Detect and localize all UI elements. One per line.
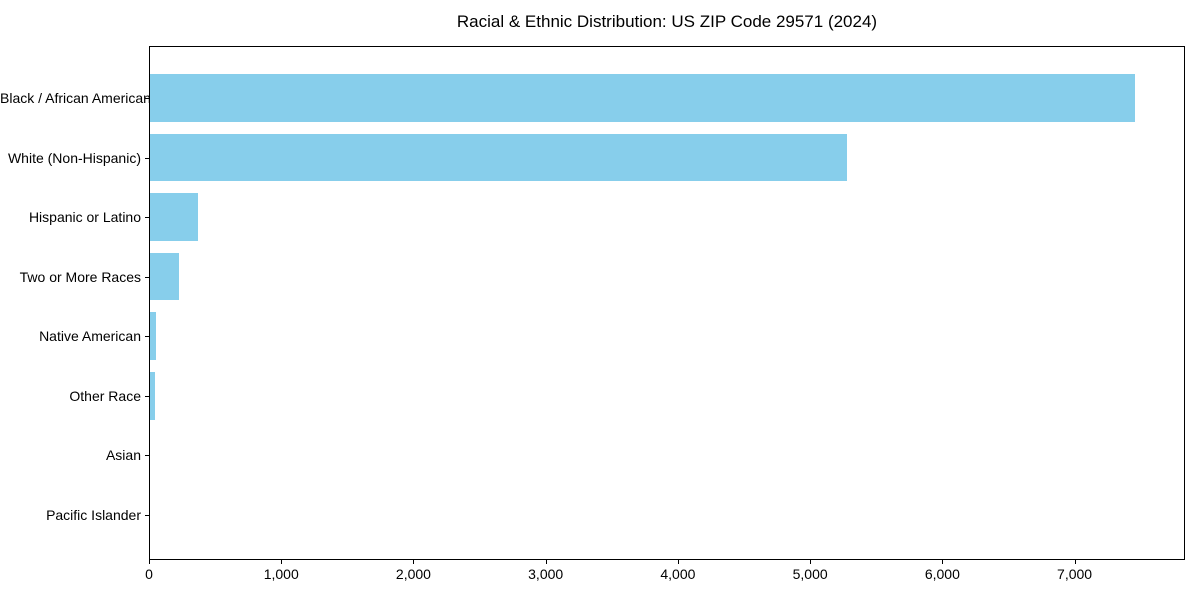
y-tick-mark <box>145 395 149 397</box>
y-tick-label-white-non-hispanic: White (Non-Hispanic) <box>7 149 141 166</box>
bar-native-american <box>150 312 156 360</box>
bar-other-race <box>150 371 156 420</box>
x-tick-mark <box>942 560 944 564</box>
y-tick-label-asian: Asian <box>105 447 141 464</box>
y-tick-mark <box>145 514 149 516</box>
y-tick-label-black-african-american: Black / African American <box>0 90 151 106</box>
y-tick-mark <box>145 455 149 457</box>
y-tick-label-hispanic-or-latino: Hispanic or Latino <box>28 209 141 226</box>
y-tick-label-pacific-islander: Pacific Islander <box>46 506 141 523</box>
y-tick-mark <box>145 336 149 338</box>
bar-hispanic-or-latino <box>150 193 199 241</box>
x-tick-mark <box>413 560 415 564</box>
y-tick-label-two-or-more-races: Two or More Races <box>19 268 141 285</box>
chart-title: Racial & Ethnic Distribution: US ZIP Cod… <box>456 12 878 31</box>
x-tick-mark <box>545 560 547 564</box>
x-tick-label-4000: 4,000 <box>660 566 696 582</box>
plot-area <box>149 46 1185 560</box>
x-tick-label-5000: 5,000 <box>792 566 828 582</box>
x-tick-label-2000: 2,000 <box>395 566 431 582</box>
y-tick-mark <box>145 276 149 278</box>
y-tick-mark <box>145 98 149 99</box>
y-tick-label-native-american: Native American <box>39 328 141 345</box>
y-tick-label-other-race: Other Race <box>69 387 141 404</box>
bar-black-african-american <box>150 74 1136 122</box>
bar-white-non-hispanic <box>150 133 847 182</box>
y-tick-mark <box>145 217 149 219</box>
x-tick-label-3000: 3,000 <box>528 566 564 582</box>
x-tick-label-6000: 6,000 <box>924 566 960 582</box>
x-tick-mark <box>677 560 679 564</box>
x-tick-label-0: 0 <box>145 566 153 582</box>
y-tick-mark <box>145 157 149 159</box>
x-tick-mark <box>810 560 812 564</box>
bar-two-or-more-races <box>150 252 180 301</box>
x-tick-label-1000: 1,000 <box>263 566 299 582</box>
x-tick-mark <box>281 560 283 564</box>
x-tick-mark <box>1074 560 1076 564</box>
x-tick-mark <box>149 560 150 564</box>
x-tick-label-7000: 7,000 <box>1057 566 1093 582</box>
